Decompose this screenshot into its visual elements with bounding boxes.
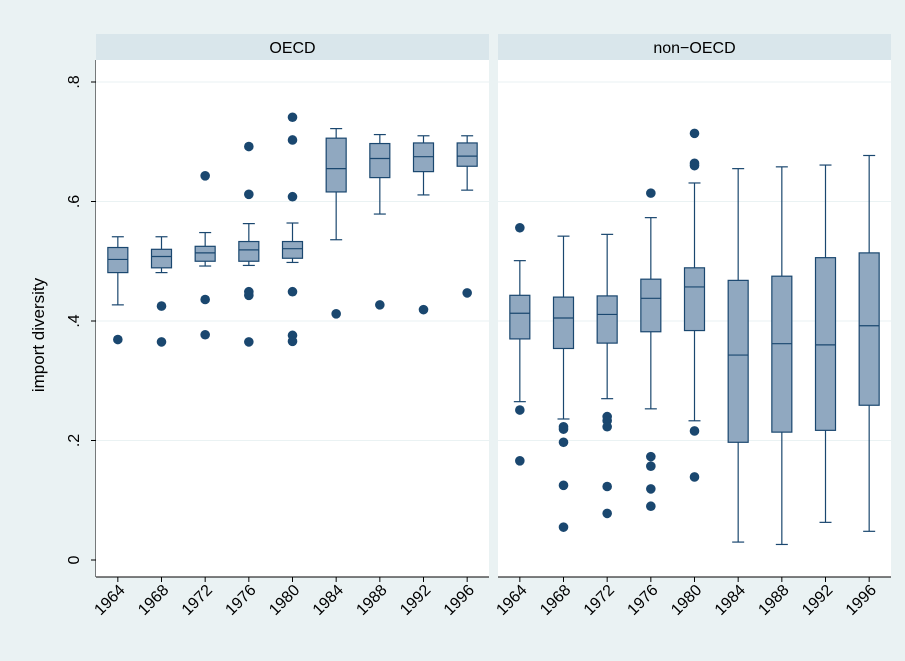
box-1964: [509, 222, 531, 466]
outlier-point: [646, 484, 656, 494]
box-iqr: [596, 295, 618, 344]
box-1980: [281, 112, 304, 347]
box-1968: [150, 236, 173, 347]
outlier-point: [244, 290, 254, 301]
box-iqr: [456, 142, 478, 167]
outlier-point: [646, 461, 656, 471]
outlier-point: [602, 481, 612, 492]
outlier-point: [331, 309, 341, 319]
panel-title: OECD: [269, 40, 315, 57]
box-1976: [640, 188, 662, 512]
box-1968: [552, 235, 575, 532]
outlier-point: [113, 334, 123, 345]
outlier-point: [646, 188, 656, 198]
box-iqr: [238, 240, 260, 262]
outlier-point: [200, 171, 210, 181]
panel-header: [96, 34, 489, 60]
box-iqr: [509, 294, 531, 340]
box-iqr: [683, 267, 706, 332]
box-1964: [107, 236, 129, 345]
outlier-point: [244, 141, 254, 152]
box-1988: [771, 166, 793, 546]
outlier-point: [558, 522, 569, 532]
box-1972: [596, 233, 618, 519]
outlier-point: [646, 501, 656, 512]
outlier-point: [689, 472, 700, 482]
box-iqr: [281, 240, 304, 259]
box-iqr: [727, 279, 749, 443]
outlier-point: [156, 337, 167, 347]
outlier-point: [200, 294, 210, 305]
box-iqr: [369, 142, 391, 179]
outlier-point: [558, 424, 569, 434]
box-iqr: [552, 296, 575, 350]
y-tick-label: .8: [66, 75, 83, 88]
y-tick-label: .2: [66, 434, 83, 447]
outlier-point: [287, 135, 298, 145]
box-iqr: [640, 278, 662, 333]
outlier-point: [287, 191, 298, 202]
outlier-point: [244, 337, 254, 347]
box-iqr: [325, 137, 347, 193]
box-1992: [412, 135, 435, 315]
outlier-point: [244, 189, 254, 200]
y-axis-label: import diversity: [29, 277, 48, 392]
y-tick-label: .6: [66, 195, 83, 208]
outlier-point: [558, 480, 569, 491]
box-1988: [369, 133, 391, 310]
outlier-point: [515, 405, 525, 415]
box-1992: [814, 164, 837, 523]
outlier-point: [200, 329, 210, 340]
outlier-point: [558, 437, 569, 448]
outlier-point: [515, 456, 525, 466]
box-1996: [456, 135, 478, 298]
outlier-point: [646, 451, 656, 462]
outlier-point: [375, 300, 385, 310]
box-iqr: [194, 245, 216, 262]
outlier-point: [689, 426, 700, 436]
outlier-point: [287, 112, 298, 123]
outlier-point: [602, 421, 612, 432]
box-1984: [727, 168, 749, 543]
outlier-point: [287, 286, 298, 297]
box-iqr: [150, 248, 173, 269]
box-1984: [325, 128, 347, 319]
panel-title: non−OECD: [653, 40, 735, 57]
box-1976: [238, 141, 260, 347]
outlier-point: [689, 128, 700, 139]
outlier-point: [602, 508, 612, 519]
box-iqr: [771, 275, 793, 433]
panel-header: [498, 34, 891, 60]
box-1972: [194, 171, 216, 340]
outlier-point: [156, 301, 167, 311]
outlier-point: [287, 336, 298, 347]
y-tick-label: 0: [66, 555, 83, 564]
box-1980: [683, 128, 706, 482]
outlier-point: [462, 288, 472, 298]
y-tick-label: .4: [66, 314, 83, 327]
box-iqr: [814, 257, 837, 431]
outlier-point: [418, 304, 429, 315]
outlier-point: [689, 160, 700, 171]
box-iqr: [858, 252, 880, 406]
box-1996: [858, 154, 880, 532]
outlier-point: [515, 222, 525, 233]
